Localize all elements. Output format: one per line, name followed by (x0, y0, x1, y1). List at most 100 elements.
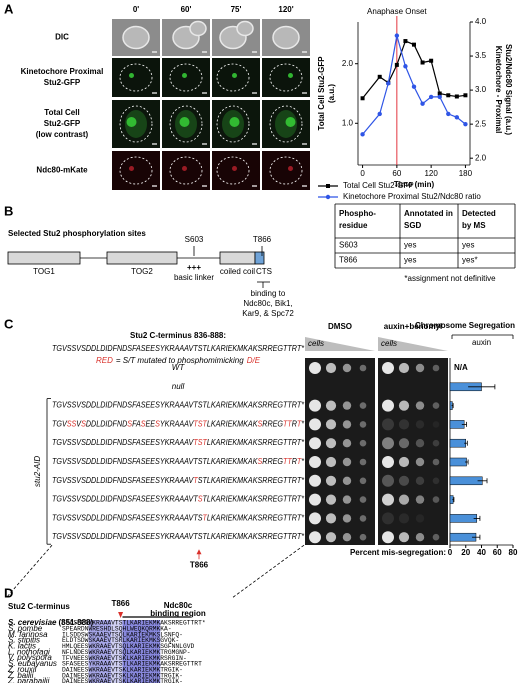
sequence-segment: TST (193, 420, 208, 429)
condition-label: DMSO (328, 322, 352, 331)
colony-spot (382, 512, 394, 525)
data-point (412, 42, 416, 47)
conservation-shade (122, 620, 161, 683)
table-header: Detected (462, 209, 496, 218)
conservation-shade (88, 620, 112, 683)
cell-outline (119, 156, 153, 185)
colony-spot (398, 438, 410, 449)
colony-spot (415, 439, 425, 448)
x-tick-label: 120 (424, 169, 438, 178)
colony-spot (382, 418, 394, 431)
signal (179, 117, 190, 127)
strain-sequence: TGVSSVSDDLDIDFNDSFASEESYKRAAAVTSTLKARIEK… (52, 401, 305, 410)
cells-label: cells (381, 339, 397, 348)
colony-spot (359, 402, 367, 409)
table-header: residue (339, 221, 368, 230)
species-name: Z. bailii (7, 671, 34, 680)
data-point (420, 101, 425, 106)
x-tick-label: 180 (459, 169, 473, 178)
error-bar (464, 440, 468, 446)
species-sequence: HMLQEESWKRAAEVTSQLKARIEKMKSGFNNLGVD (62, 643, 195, 650)
table-note: *assignment not definitive (404, 274, 496, 283)
signal (232, 166, 237, 171)
sequence-segment: EE (146, 420, 156, 429)
colony-spot (309, 399, 321, 412)
colony-spot (342, 401, 352, 410)
panel-label: A (4, 1, 14, 16)
colony-spot (415, 420, 425, 429)
species-name: S. eubayanus (8, 659, 57, 668)
y2-tick-label: 2.5 (475, 119, 487, 128)
y2-axis-label: Kinetochore - Proximal (494, 46, 503, 134)
chart-subtitle: auxin (472, 338, 491, 347)
error-bar (477, 478, 488, 484)
colony-spot (342, 495, 352, 504)
species-name: M. farinosa (8, 630, 48, 639)
species-sequence: DAINEESWKRAAEVTSKLKARIEKMKTRGIK- (62, 678, 183, 683)
bar (449, 438, 466, 448)
zoom-line (5, 544, 53, 599)
colony-spot (432, 364, 440, 372)
species-sequence: ELDTSDWSKAAEVTSRLKARIEKMKSGVQK- (62, 637, 179, 644)
colony-spot (432, 533, 440, 541)
cell-outline (269, 156, 303, 185)
signal (182, 166, 187, 171)
strain-sequence: TGVSSVSDDLDIDFNDSFASEESYKRAAAVTSTLKARIEK… (52, 495, 305, 504)
data-point (377, 74, 382, 79)
panel-label: C (4, 316, 14, 331)
species-name: L. nothofagi (8, 647, 50, 656)
table-header: Annotated in (404, 209, 453, 218)
colony-spot (415, 495, 425, 504)
sequence-segment: R (292, 420, 297, 429)
species-sequence: ILSDDSWSKAAEVTSQLKARIEKMKSLSNFQ- (62, 631, 183, 638)
x-tick-label: 40 (477, 548, 486, 557)
colony-spot (415, 476, 425, 485)
strain-sequence: TGVSSVSDDLDIDFNDSFASEESYKRAAAVTSTLKARIEK… (52, 457, 305, 466)
data-point (360, 132, 365, 137)
key-part: D/E (247, 356, 261, 365)
dilution-wedge (378, 337, 448, 351)
colony-spot (325, 362, 337, 374)
x-tick-label: 0 (360, 169, 365, 178)
bar (449, 514, 478, 523)
error-bar (464, 459, 469, 465)
error-bar (452, 497, 455, 503)
panel-title: Stu2 C-terminus (8, 602, 70, 611)
sequence-segment: SS (67, 420, 77, 429)
table-cell: yes* (462, 256, 478, 265)
sequence-segment: DDLDIDFND (86, 420, 128, 429)
colony-spot (398, 532, 410, 543)
domain-label: TOG2 (131, 267, 153, 276)
sequence-segment: S (127, 420, 132, 429)
site-arrow (196, 549, 202, 555)
bar (449, 457, 467, 467)
y-axis-label: (a.u.) (327, 84, 336, 103)
sequence-segment: S (81, 420, 86, 429)
colony-spot (309, 418, 321, 431)
row-label: DIC (55, 33, 69, 42)
cell-outline (119, 63, 153, 92)
cell (272, 25, 300, 50)
legend-marker (325, 194, 331, 200)
data-point (454, 115, 460, 120)
colony-spot (325, 438, 337, 449)
data-point (403, 39, 408, 44)
cell-outline (216, 63, 250, 92)
domain-label: TOG1 (33, 267, 55, 276)
row-label: Stu2-GFP (44, 119, 81, 128)
key-part: RED (96, 356, 113, 365)
species-name: S. pombe (8, 624, 43, 633)
data-point (429, 58, 434, 63)
region-label: binding region (150, 609, 206, 618)
cell-outline (119, 105, 153, 143)
sequence-segment: TT (283, 457, 293, 466)
row-label: (low contrast) (36, 130, 89, 139)
strain-sequence: TGVSSVSDDLDIDFNDSFASEESYKRAAAVTSTLKARIEK… (52, 514, 305, 523)
sequence-segment: LKARIEKMKAK (207, 420, 258, 429)
binding-label: Ndc80c, Bik1, (243, 299, 292, 308)
site-label: T866 (111, 599, 130, 608)
colony-spot (382, 474, 394, 487)
strain-sequence: TGVSSVSDDLDIDFNDSFASEESYKRAAAVTSTLKARIEK… (52, 420, 305, 429)
colony-spot (415, 514, 425, 523)
